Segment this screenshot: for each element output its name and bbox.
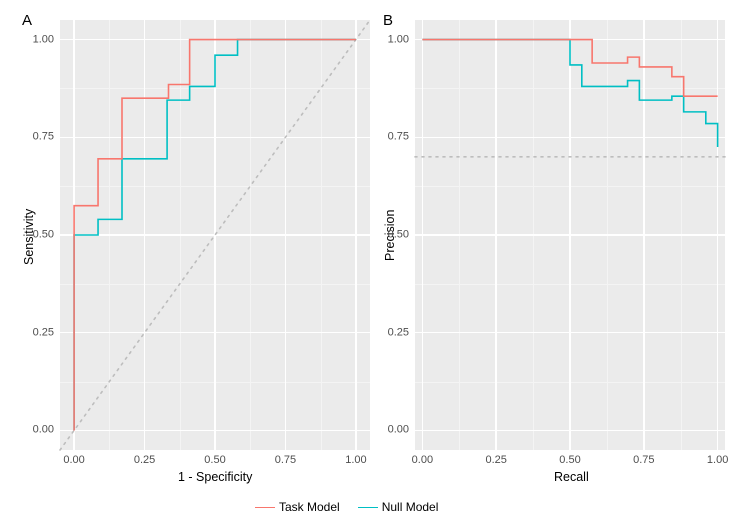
panel-a-svg [60,20,370,450]
y-tick-label: 0.25 [388,327,409,338]
y-tick-label: 0.00 [388,425,409,436]
y-tick-label: 0.75 [33,132,54,143]
y-tick-label: 0.00 [33,425,54,436]
panel-b-svg [415,20,725,450]
x-tick-label: 1.00 [345,455,366,466]
legend-swatch-task [255,507,275,508]
x-tick-label: 0.50 [204,455,225,466]
panel-b-xlabel: Recall [554,470,589,484]
figure: A Sensitivity 1 - Specificity 0.000.250.… [0,0,745,526]
y-tick-label: 1.00 [388,34,409,45]
legend-label-task: Task Model [279,500,340,514]
x-tick-label: 0.25 [134,455,155,466]
legend-label-null: Null Model [382,500,439,514]
x-tick-label: 0.25 [485,455,506,466]
x-tick-label: 0.00 [412,455,433,466]
x-tick-label: 1.00 [707,455,728,466]
y-tick-label: 0.75 [388,132,409,143]
panel-a-plot: 0.000.250.500.751.000.000.250.500.751.00 [60,20,370,450]
panel-a-xlabel: 1 - Specificity [178,470,252,484]
series-null [422,40,717,148]
y-tick-label: 0.50 [388,230,409,241]
legend: Task Model Null Model [255,500,438,514]
y-tick-label: 1.00 [33,34,54,45]
y-tick-label: 0.50 [33,230,54,241]
panel-b-plot: 0.000.250.500.751.000.000.250.500.751.00 [415,20,725,450]
panel-b-label: B [383,12,393,29]
legend-swatch-null [358,507,378,508]
legend-item-null: Null Model [358,500,439,514]
x-tick-label: 0.00 [63,455,84,466]
x-tick-label: 0.75 [633,455,654,466]
legend-item-task: Task Model [255,500,340,514]
panel-a-label: A [22,12,32,29]
x-tick-label: 0.50 [559,455,580,466]
y-tick-label: 0.25 [33,327,54,338]
x-tick-label: 0.75 [275,455,296,466]
